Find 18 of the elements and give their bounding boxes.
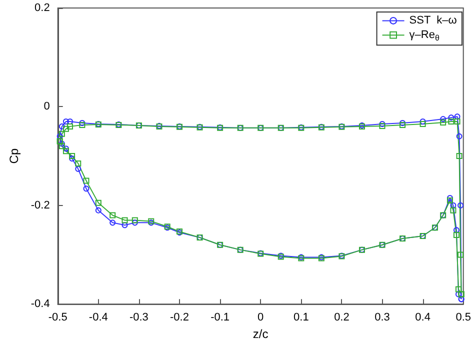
x-tick-label: 0.4	[415, 312, 430, 324]
x-axis-title: z/c	[252, 327, 268, 341]
y-tick-label: -0.2	[30, 199, 50, 212]
x-tick-label: 0.1	[294, 312, 309, 324]
y-tick-label: 0	[44, 100, 50, 113]
x-tick-label: -0.4	[88, 312, 108, 324]
y-axis-title: Cp	[7, 148, 21, 164]
legend-label: SST k–ω	[409, 14, 458, 27]
x-tick-label: -0.3	[129, 312, 148, 324]
x-tick-label: -0.1	[210, 312, 230, 324]
x-tick-label: 0.3	[374, 312, 390, 324]
x-tick-label: 0.2	[334, 312, 350, 324]
y-tick-label: 0.2	[34, 2, 50, 14]
x-tick-label: -0.5	[48, 312, 68, 324]
x-tick-label: 0.5	[456, 312, 472, 324]
y-tick-label: -0.4	[30, 298, 50, 310]
x-tick-label: 0	[258, 312, 264, 324]
x-tick-label: -0.2	[170, 312, 189, 324]
